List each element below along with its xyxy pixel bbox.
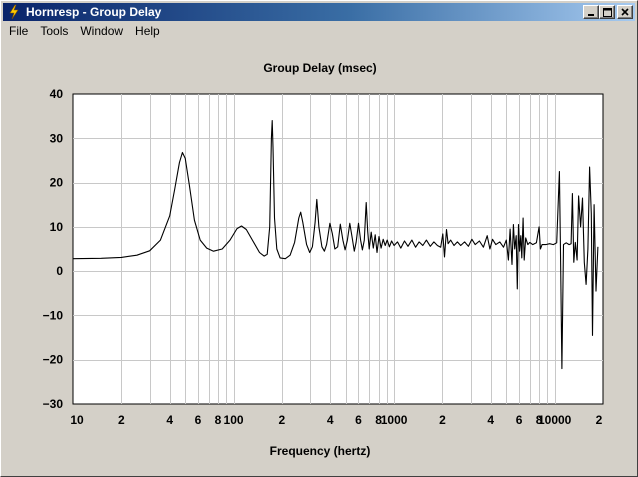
group-delay-line bbox=[72, 120, 599, 370]
x-tick-label: 8 bbox=[215, 413, 222, 427]
chart-title: Group Delay (msec) bbox=[263, 61, 377, 75]
y-tick-label: 40 bbox=[50, 87, 64, 101]
x-tick-label: 2 bbox=[279, 413, 286, 427]
close-button[interactable] bbox=[617, 5, 633, 19]
x-tick-label: 2 bbox=[596, 413, 603, 427]
x-tick-label: 2 bbox=[118, 413, 125, 427]
y-tick-label: 0 bbox=[56, 264, 63, 278]
menu-tools[interactable]: Tools bbox=[40, 24, 69, 38]
menu-window[interactable]: Window bbox=[80, 24, 124, 38]
lightning-bolt-icon bbox=[9, 4, 19, 20]
x-tick-label: 4 bbox=[487, 413, 494, 427]
x-tick-label: 2 bbox=[439, 413, 446, 427]
window-title: Hornresp - Group Delay bbox=[26, 5, 162, 19]
x-tick-label: 100 bbox=[224, 413, 244, 427]
y-tick-label: 20 bbox=[50, 176, 64, 190]
x-tick-label: 10000 bbox=[538, 413, 572, 427]
maximize-button[interactable] bbox=[599, 5, 615, 19]
menu-bar: File Tools Window Help bbox=[3, 21, 635, 41]
x-tick-label: 6 bbox=[355, 413, 362, 427]
title-bar[interactable]: Hornresp - Group Delay bbox=[3, 3, 635, 21]
x-tick-label: 6 bbox=[195, 413, 202, 427]
x-tick-label: 10 bbox=[70, 413, 84, 427]
x-tick-label: 4 bbox=[166, 413, 173, 427]
series-layer bbox=[72, 120, 599, 370]
x-tick-label: 1000 bbox=[381, 413, 408, 427]
x-tick-label: 8 bbox=[375, 413, 382, 427]
x-tick-label: 4 bbox=[327, 413, 334, 427]
y-tick-label: −30 bbox=[43, 397, 64, 411]
menu-file[interactable]: File bbox=[9, 24, 29, 38]
menu-help[interactable]: Help bbox=[135, 24, 160, 38]
minimize-icon bbox=[588, 14, 594, 16]
y-tick-label: −20 bbox=[43, 353, 64, 367]
y-tick-label: −10 bbox=[43, 308, 64, 322]
close-icon bbox=[621, 8, 629, 16]
y-tick-label: 10 bbox=[50, 220, 64, 234]
maximize-icon bbox=[602, 7, 612, 17]
x-axis-title: Frequency (hertz) bbox=[269, 444, 371, 458]
grid-lines bbox=[73, 94, 603, 404]
x-tick-label: 8 bbox=[536, 413, 543, 427]
x-tick-label: 6 bbox=[516, 413, 523, 427]
minimize-button[interactable] bbox=[583, 5, 599, 19]
y-tick-label: 30 bbox=[50, 131, 64, 145]
y-tick-labels: 40 30 20 10 0 −10 −20 −30 bbox=[43, 87, 64, 411]
